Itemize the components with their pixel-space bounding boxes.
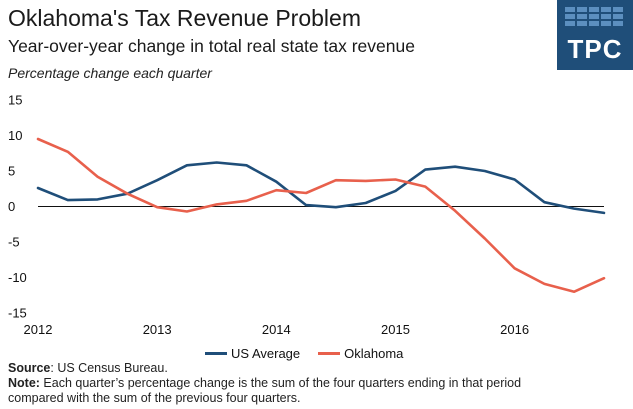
chart-title: Oklahoma's Tax Revenue Problem <box>8 5 361 31</box>
y-tick-label: 10 <box>8 128 22 143</box>
source-footnote: Source: US Census Bureau. <box>8 361 168 376</box>
y-tick-label: 15 <box>8 93 22 108</box>
logo-text: TPC <box>567 34 623 64</box>
x-axis: 2012 2013 2014 2015 2016 <box>24 322 530 337</box>
y-tick-label: -5 <box>8 235 20 250</box>
note-label: Note: <box>8 376 40 390</box>
x-tick-label: 2016 <box>500 322 529 337</box>
x-tick-label: 2014 <box>262 322 291 337</box>
legend-item-us-average: US Average <box>205 346 300 361</box>
source-label: Source <box>8 361 51 375</box>
legend-label-oklahoma: Oklahoma <box>344 346 404 361</box>
note-footnote-line2: compared with the sum of the previous fo… <box>8 391 301 405</box>
x-tick-label: 2012 <box>24 322 53 337</box>
y-tick-label: 0 <box>8 199 15 214</box>
chart-subtitle: Year-over-year change in total real stat… <box>8 36 415 56</box>
note-text-line1: Each quarter’s percentage change is the … <box>39 376 522 390</box>
legend-item-oklahoma: Oklahoma <box>318 346 403 361</box>
x-tick-label: 2013 <box>143 322 172 337</box>
note-footnote: Note: Each quarter’s percentage change i… <box>8 376 521 391</box>
series-line-us-average <box>36 161 606 215</box>
legend-swatch-oklahoma <box>318 352 341 355</box>
source-text: : US Census Bureau. <box>50 361 168 375</box>
tpc-logo: TPC <box>557 0 633 70</box>
y-tick-label: -15 <box>8 306 27 321</box>
legend-label-us-average: US Average <box>231 346 301 361</box>
series-line-oklahoma <box>36 137 606 293</box>
y-tick-label: -10 <box>8 270 27 285</box>
legend-swatch-us-average <box>205 352 227 355</box>
line-chart: 15 10 5 0 -5 -10 -15 2012 2013 2014 2015 2016 <box>8 93 606 337</box>
y-tick-label: 5 <box>8 164 15 179</box>
unit-note: Percentage change each quarter <box>8 65 212 81</box>
series-lines <box>36 137 606 293</box>
legend: US Average Oklahoma <box>205 346 421 361</box>
y-axis: 15 10 5 0 -5 -10 -15 <box>8 93 27 321</box>
x-tick-label: 2015 <box>381 322 410 337</box>
